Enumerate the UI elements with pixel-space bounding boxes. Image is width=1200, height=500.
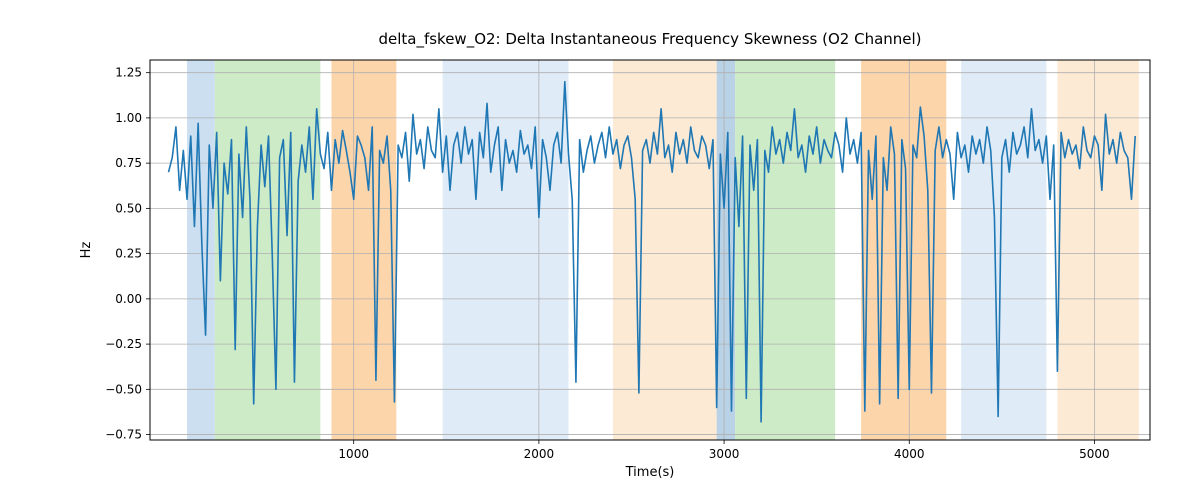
y-tick-label: 1.00 <box>115 111 142 125</box>
y-tick-label: 0.75 <box>115 156 142 170</box>
x-tick-label: 2000 <box>524 447 555 461</box>
y-tick-label: 0.25 <box>115 247 142 261</box>
x-tick-label: 3000 <box>709 447 740 461</box>
y-tick-label: 1.25 <box>115 66 142 80</box>
y-tick-label: −0.75 <box>105 428 142 442</box>
chart-title: delta_fskew_O2: Delta Instantaneous Freq… <box>378 30 921 49</box>
shaded-region <box>961 60 1046 440</box>
shaded-region <box>187 60 215 440</box>
x-axis-label: Time(s) <box>625 465 675 480</box>
x-tick-label: 5000 <box>1079 447 1110 461</box>
y-axis-label: Hz <box>79 242 94 259</box>
chart-svg: 1000 2000 3000 4000 5000 −0.75 −0.50 −0.25 0.00 0… <box>0 0 1200 500</box>
y-tick-label: 0.00 <box>115 292 142 306</box>
chart-container: 1000 2000 3000 4000 5000 −0.75 −0.50 −0.25 0.00 0… <box>0 0 1200 500</box>
shaded-region <box>613 60 717 440</box>
y-tick-label: −0.50 <box>105 382 142 396</box>
shaded-region <box>443 60 569 440</box>
x-tick-label: 4000 <box>894 447 925 461</box>
x-tick-label: 1000 <box>338 447 369 461</box>
shaded-region <box>1057 60 1138 440</box>
shaded-region <box>735 60 835 440</box>
y-tick-label: 0.50 <box>115 201 142 215</box>
y-tick-label: −0.25 <box>105 337 142 351</box>
shaded-region <box>215 60 321 440</box>
shaded-region <box>331 60 396 440</box>
